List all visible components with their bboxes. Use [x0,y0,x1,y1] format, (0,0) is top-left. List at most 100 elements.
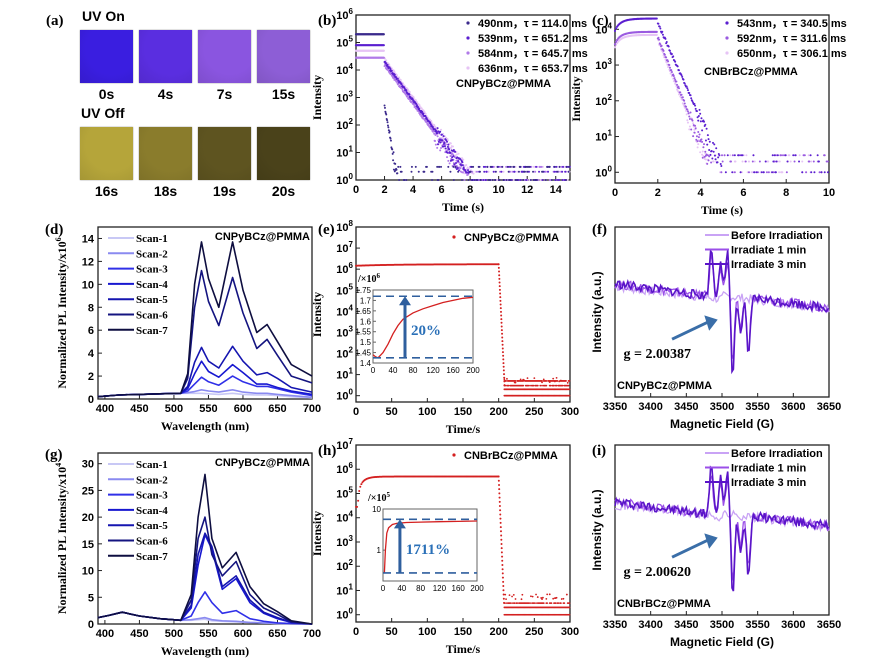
uv_off-photo-18s [139,127,192,180]
data-point [436,146,439,149]
inset-x-tick-label: 80 [416,584,425,593]
data-point [697,143,700,146]
data-point [500,534,503,537]
data-point [685,109,688,112]
x-tick-label: 6 [439,184,445,196]
data-point [457,170,460,173]
legend-marker [466,51,470,55]
data-point [443,145,446,148]
legend-marker [466,66,470,70]
legend-label: Scan-2 [136,474,168,486]
data-point [497,263,500,266]
data-point [661,51,664,54]
data-point [459,167,462,170]
data-point [448,162,451,165]
data-point [696,116,699,119]
data-point [520,598,523,601]
chart-i: (i) 3350 3400 3450 3500 3550 3600 3650 Magnetic … [590,443,841,649]
data-point [504,593,507,596]
legend-label: 543nm，τ = 340.5 ms [737,18,847,30]
data-point [521,593,524,596]
data-point [694,104,697,107]
x-axis-label: Wavelength (nm) [161,644,249,658]
data-point [715,147,718,150]
data-point [500,542,503,545]
increase-percent-label: 20% [411,323,441,339]
y-tick-label: 100 [595,164,612,179]
y-tick-label: 15 [82,539,94,551]
data-point [439,130,442,133]
data-point [459,158,462,161]
data-point [502,580,505,583]
data-point [501,559,504,562]
data-point [807,154,810,157]
data-point [772,160,775,163]
data-point [432,130,435,133]
data-point [780,154,783,157]
data-point [731,171,734,174]
data-point [511,595,513,598]
data-point [445,139,448,142]
data-point [418,104,421,107]
data-point [444,143,447,146]
data-point [699,112,702,115]
data-point [489,179,492,181]
data-point [721,154,723,157]
panel-label-d: (d) [45,222,63,238]
uv_off-time-label: 16s [94,183,119,199]
data-point [658,25,661,28]
y-tick-label: 105 [336,485,353,500]
y-axis-label: Normalized PL Intensity/x106 [54,237,69,388]
inset-x-tick-label: 0 [371,366,376,375]
data-point [436,165,439,168]
data-point [528,165,531,168]
data-point [395,168,398,171]
data-point [801,160,804,163]
inset-y-tick-label: 1.65 [355,307,371,316]
data-point [400,170,403,173]
uv_off-photo-16s [80,127,133,180]
data-point [716,161,719,164]
data-point [498,285,501,288]
uv_on-photo-15s [257,30,310,83]
x-tick-label: 4 [410,184,417,196]
data-point [498,179,501,181]
data-point [670,52,673,55]
x-tick-label: 10 [493,184,505,196]
data-point [357,499,360,502]
data-point [552,377,555,380]
data-point [771,154,774,157]
data-point [399,165,402,168]
data-point [440,133,443,136]
data-point [359,485,362,488]
data-point [449,170,452,173]
data-point [668,63,671,66]
inset-x-tick-label: 160 [446,366,460,375]
data-point [751,160,754,163]
data-point [500,318,503,321]
data-point [737,154,740,157]
x-tick-label: 3550 [745,619,769,631]
data-point [552,597,555,600]
data-point [439,141,442,144]
legend-label: Scan-4 [136,505,168,517]
data-point [472,172,475,175]
data-point [826,171,829,174]
x-axis-label: Time (s) [701,203,743,217]
data-point [484,179,487,181]
legend-marker [452,235,456,239]
data-point [555,377,558,379]
data-point [696,140,699,143]
data-point [499,513,502,516]
data-point [679,91,682,94]
data-point [704,150,707,153]
data-point [416,104,419,107]
legend-label: Irradiate 1 min [731,245,806,257]
y-tick-label: 103 [336,324,353,339]
data-point [568,165,571,168]
data-point [433,132,436,135]
x-tick-label: 3350 [603,619,627,631]
data-point [561,170,564,173]
data-point [478,165,481,168]
y-tick-label: 30 [82,459,94,471]
